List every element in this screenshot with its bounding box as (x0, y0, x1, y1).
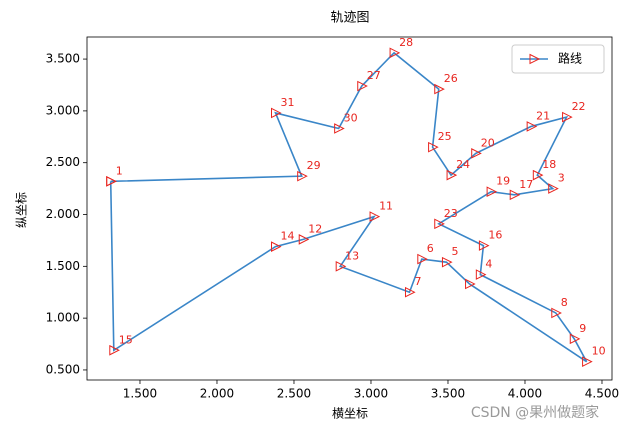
point-label: 1 (116, 164, 123, 177)
y-tick-label: 1.500 (46, 259, 80, 273)
point-label: 8 (561, 296, 568, 309)
point-marker (434, 218, 445, 230)
y-tick-label: 3.500 (46, 52, 80, 66)
point-label: 7 (414, 275, 421, 288)
y-axis-label: 纵坐标 (15, 192, 29, 228)
point-marker (106, 176, 117, 187)
point-marker (369, 211, 381, 222)
point-marker (389, 47, 401, 59)
y-tick-label: 2.000 (46, 207, 80, 221)
point-label: 25 (438, 130, 452, 143)
y-tick-label: 0.500 (46, 362, 80, 376)
point-label: 13 (345, 249, 359, 262)
point-marker (271, 107, 282, 119)
point-label: 18 (542, 158, 556, 171)
x-tick-label: 4.000 (508, 387, 542, 401)
watermark: CSDN @果州做题家 (471, 404, 599, 421)
x-tick-label: 4.500 (585, 387, 619, 401)
point-marker (404, 286, 416, 298)
x-tick-label: 2.000 (200, 387, 234, 401)
x-tick-label: 2.500 (277, 387, 311, 401)
point-marker (548, 183, 559, 194)
point-label: 22 (572, 100, 586, 113)
point-marker (334, 123, 345, 134)
point-label: 17 (519, 178, 533, 191)
point-marker (271, 241, 282, 252)
plot-area: 1.500 2.000 2.500 3.000 3.500 4.000 4.500 0.500… (46, 36, 620, 401)
point-marker (446, 169, 458, 181)
point-marker (417, 253, 428, 265)
point-label: 20 (481, 136, 495, 149)
point-label: 15 (119, 333, 133, 346)
point-marker (428, 141, 439, 153)
point-label: 6 (427, 242, 434, 255)
point-marker (109, 344, 120, 356)
route-line (109, 51, 588, 363)
axes-frame (86, 36, 613, 381)
point-label: 4 (485, 258, 492, 271)
point-marker (475, 269, 487, 280)
x-tick-label: 3.500 (431, 387, 465, 401)
y-tick-label: 3.000 (46, 103, 80, 117)
point-label: 10 (592, 345, 606, 358)
point-label: 23 (444, 207, 458, 220)
point-marker (357, 80, 368, 92)
point-marker (465, 278, 476, 290)
point-label: 3 (558, 172, 565, 185)
point-label: 11 (379, 200, 393, 213)
point-label: 14 (281, 230, 295, 243)
x-axis-label: 横坐标 (332, 407, 368, 421)
point-label: 28 (399, 36, 413, 49)
point-label: 5 (451, 245, 458, 258)
point-marker (551, 307, 562, 319)
point-marker (526, 121, 538, 132)
point-marker (441, 256, 453, 268)
point-marker (298, 234, 310, 245)
x-tick-label: 1.500 (123, 387, 157, 401)
point-label: 12 (308, 222, 322, 235)
point-marker (335, 261, 347, 272)
point-marker (569, 333, 581, 345)
point-label: 21 (536, 109, 550, 122)
point-label: 31 (281, 96, 295, 109)
point-label: 9 (579, 322, 586, 335)
point-marker (471, 148, 482, 159)
legend-marker (529, 53, 541, 65)
point-marker (486, 186, 498, 198)
point-marker (434, 83, 445, 95)
point-label: 16 (488, 229, 502, 242)
point-label: 27 (367, 69, 381, 82)
legend-box (511, 44, 605, 74)
legend-label: 路线 (558, 51, 582, 66)
y-tick-label: 1.000 (46, 311, 80, 325)
point-marker (509, 189, 521, 201)
point-marker (297, 170, 308, 182)
point-marker (562, 111, 573, 123)
point-marker (582, 356, 593, 367)
x-tick-label: 3.000 (354, 387, 388, 401)
y-tick-label: 2.500 (46, 155, 80, 169)
point-label: 19 (496, 175, 510, 188)
chart-title: 轨迹图 (330, 11, 369, 26)
point-label: 29 (307, 159, 321, 172)
point-marker (532, 169, 544, 181)
point-label: 30 (344, 112, 358, 125)
point-marker (478, 240, 490, 251)
point-label: 24 (456, 158, 470, 171)
point-label: 26 (444, 72, 458, 85)
